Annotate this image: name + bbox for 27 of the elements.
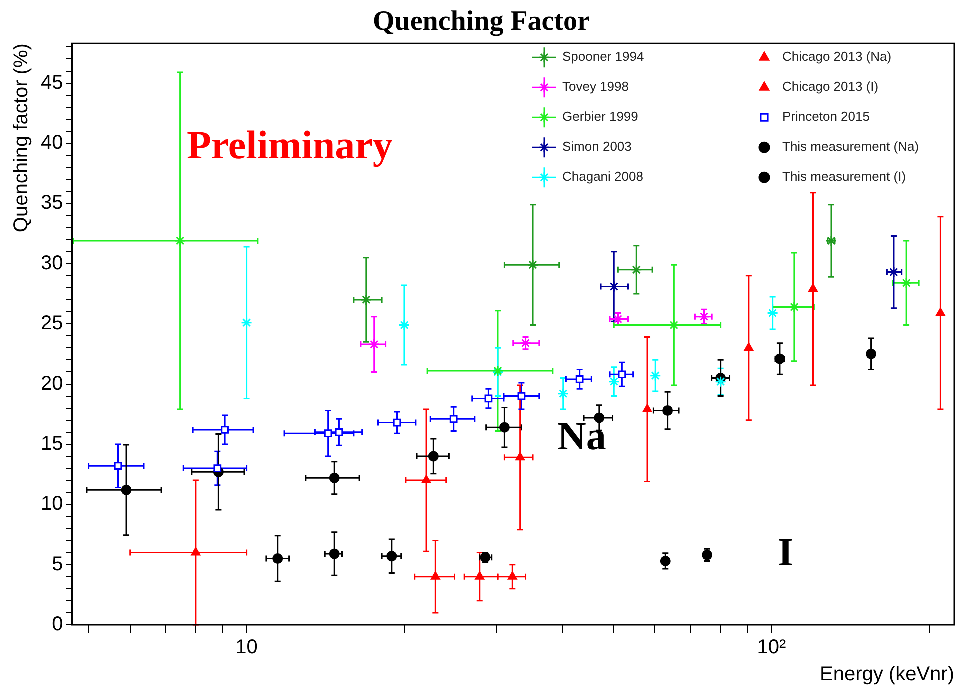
chart-title: Quenching Factor <box>373 6 590 38</box>
legend-label: Gerbier 1999 <box>562 109 638 124</box>
legend-label: Chagani 2008 <box>562 169 644 184</box>
annotation: Preliminary <box>186 122 393 168</box>
y-axis-title: Quenching factor (%) <box>10 44 33 233</box>
annotation: I <box>778 530 794 575</box>
y-tick-label: 40 <box>40 132 64 154</box>
y-tick-label: 30 <box>40 252 64 274</box>
annotation: Na <box>557 413 606 458</box>
legend-label: This measurement (Na) <box>782 139 920 154</box>
legend-label: Princeton 2015 <box>782 109 870 124</box>
legend-label: Tovey 1998 <box>562 79 629 94</box>
y-tick-label: 35 <box>40 192 64 214</box>
x-tick-label: 10² <box>757 636 786 659</box>
y-tick-label: 0 <box>52 614 64 636</box>
legend-label: This measurement (I) <box>782 169 906 184</box>
x-axis-title: Energy (keVnr) <box>820 664 954 686</box>
y-tick-label: 45 <box>40 72 64 94</box>
y-tick-label: 25 <box>40 312 64 335</box>
y-tick-label: 5 <box>52 553 64 576</box>
legend-label: Chicago 2013 (Na) <box>782 49 892 64</box>
legend-label: Chicago 2013 (I) <box>782 79 879 94</box>
y-tick-label: 20 <box>40 372 64 395</box>
y-tick-label: 15 <box>40 432 64 455</box>
legend-label: Spooner 1994 <box>562 49 644 64</box>
y-tick-label: 10 <box>40 493 64 516</box>
legend-label: Simon 2003 <box>562 139 632 154</box>
